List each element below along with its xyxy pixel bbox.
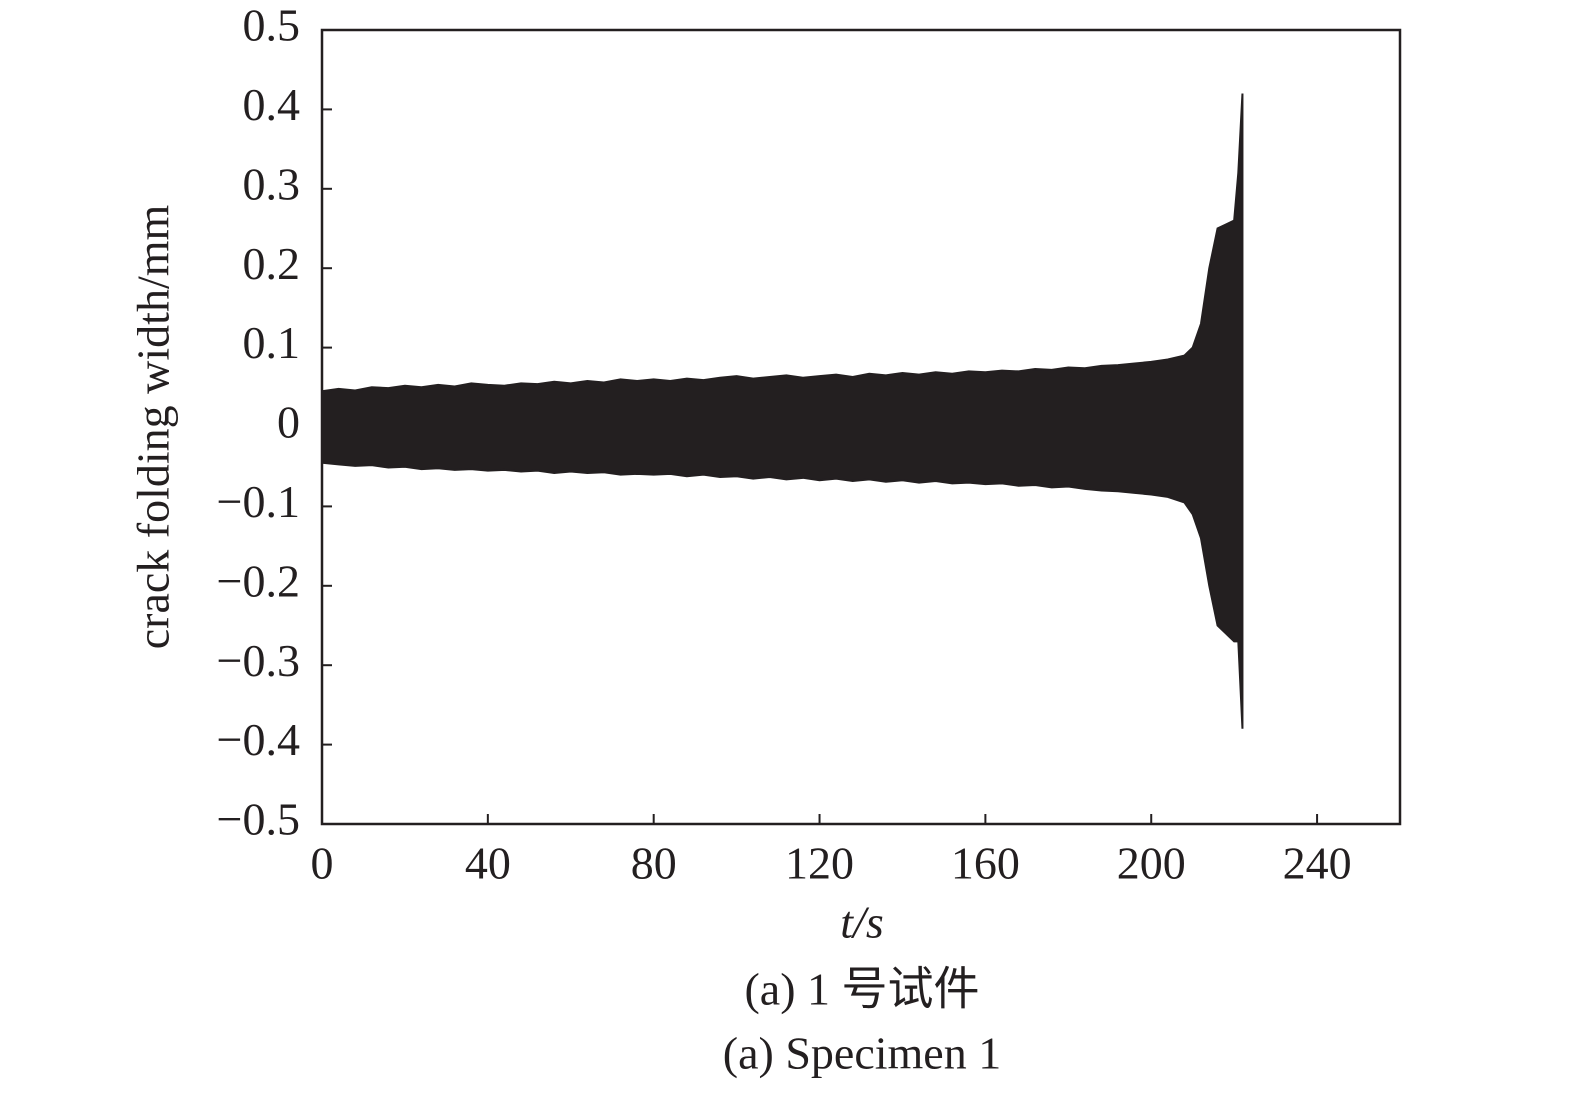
x-tick-label: 200 [1117, 838, 1186, 889]
x-tick-label: 160 [951, 838, 1020, 889]
y-tick-label: 0.2 [243, 238, 301, 289]
y-tick-label: 0.4 [243, 79, 301, 130]
x-tick-label: 40 [465, 838, 511, 889]
y-tick-label: −0.2 [217, 555, 300, 606]
x-axis-title: t/s [840, 897, 883, 948]
x-tick-label: 120 [785, 838, 854, 889]
x-tick-label: 80 [631, 838, 677, 889]
y-tick-label: 0.5 [243, 0, 301, 51]
signal-envelope [321, 93, 1244, 729]
x-tick-label: 240 [1283, 838, 1352, 889]
y-tick-label: −0.1 [217, 476, 300, 527]
x-tick-label: 0 [311, 838, 334, 889]
caption: (a) 1 号试件 [744, 964, 979, 1015]
caption: (a) Specimen 1 [723, 1028, 1001, 1079]
y-tick-label: 0 [277, 397, 300, 448]
y-tick-label: 0.1 [243, 317, 301, 368]
y-tick-label: −0.4 [217, 714, 300, 765]
y-axis-title: crack folding width/mm [128, 205, 179, 650]
y-tick-label: −0.5 [217, 794, 300, 845]
y-tick-label: −0.3 [217, 635, 300, 686]
y-tick-label: 0.3 [243, 158, 301, 209]
